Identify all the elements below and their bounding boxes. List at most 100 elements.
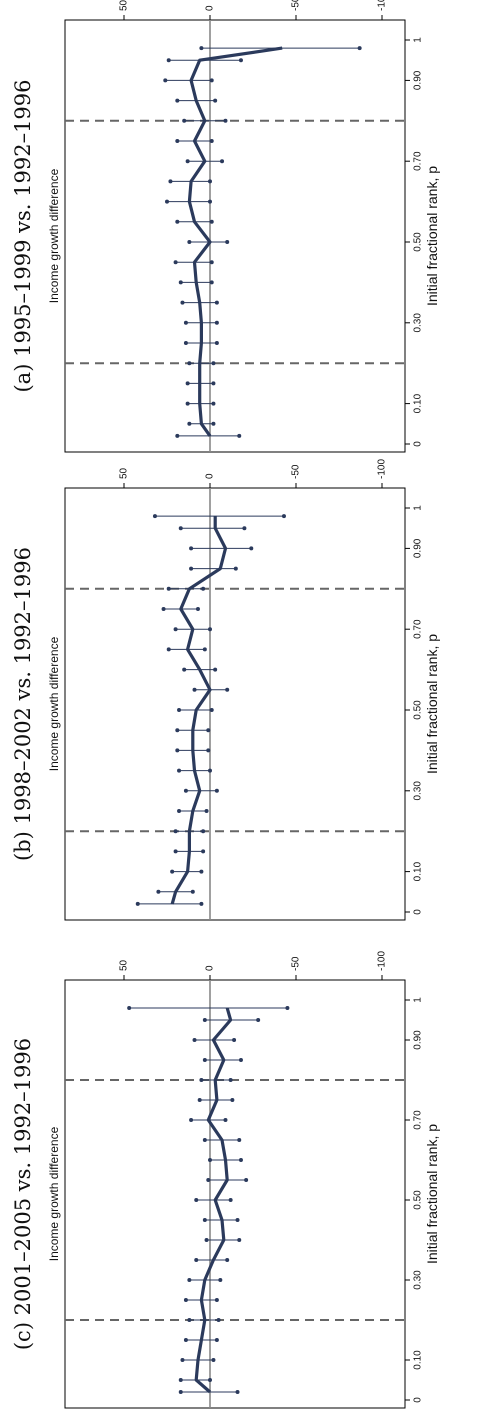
y-tick-label: -100 [377, 951, 388, 971]
ci-lower-point [199, 869, 204, 874]
panel-label: (b) [11, 824, 35, 861]
ci-upper-point [175, 433, 180, 438]
ci-upper-point [166, 586, 171, 591]
ci-lower-point [235, 1218, 240, 1222]
ci-upper-point [166, 58, 171, 63]
panel-label: (a) [11, 357, 35, 393]
panel-label: (c) [11, 1315, 35, 1350]
x-tick-label: 0.70 [413, 619, 424, 639]
ci-lower-point [195, 607, 200, 611]
ci-upper-point [127, 1006, 132, 1010]
chart-title: (c) 2001–2005 vs. 1992–1996 [11, 1038, 35, 1350]
ci-lower-point [213, 98, 218, 103]
y-tick-label: 50 [119, 0, 130, 11]
ci-lower-point [214, 1298, 219, 1302]
x-tick-label: 0.10 [413, 1350, 424, 1370]
ci-upper-point [206, 1178, 211, 1182]
ci-lower-point [209, 78, 214, 83]
ci-upper-point [173, 829, 178, 834]
ci-upper-point [180, 1358, 185, 1362]
estimate-line [170, 516, 228, 905]
y-tick-label: -100 [377, 459, 388, 479]
ci-lower-point [225, 687, 230, 692]
ci-upper-point [197, 1098, 202, 1102]
ci-lower-point [232, 1038, 237, 1042]
x-tick-label: 0.10 [413, 393, 424, 413]
ci-lower-point [206, 748, 211, 753]
ci-upper-point [175, 139, 180, 143]
ci-lower-point [237, 1138, 242, 1142]
x-tick-label: 0 [413, 441, 424, 447]
plot-frame [64, 979, 406, 1409]
ci-upper-point [173, 627, 178, 632]
y-axis-label: Income growth difference [47, 168, 61, 303]
ci-upper-point [185, 381, 190, 386]
ci-upper-point [204, 1238, 209, 1242]
ci-upper-point [202, 1018, 207, 1022]
ci-upper-point [202, 1138, 207, 1142]
x-tick-label: 0.50 [413, 232, 424, 252]
ci-lower-point [285, 1006, 290, 1010]
ci-lower-point [237, 433, 242, 438]
panel-c: (c) 2001–2005 vs. 1992–1996 50 0 -50 -100 Inc… [11, 951, 440, 1409]
y-tick-label: 0 [205, 5, 216, 11]
ci-upper-point [187, 421, 192, 426]
x-tick-label: 0.30 [413, 1270, 424, 1290]
ci-upper-point [187, 361, 192, 366]
ci-lower-point [228, 1078, 233, 1082]
ci-lower-point [230, 1098, 235, 1102]
ci-lower-point [208, 179, 212, 184]
ci-upper-point [187, 1278, 192, 1282]
ci-upper-point [194, 1198, 199, 1202]
ci-lower-point [214, 320, 219, 325]
ci-lower-point [228, 1198, 233, 1202]
ci-upper-point [202, 1058, 207, 1062]
chart-title: (a) 1995–1999 vs. 1992–1996 [11, 79, 35, 392]
ci-upper-point [165, 199, 169, 204]
estimate-line [194, 1007, 233, 1394]
ci-upper-point [173, 849, 178, 854]
ci-lower-point [249, 546, 254, 551]
title-text: 1995–1999 vs. 1992–1996 [11, 79, 35, 356]
ci-lower-point [225, 240, 230, 244]
y-tick-label: 50 [119, 467, 130, 479]
y-axis-label: Income growth difference [47, 636, 61, 771]
y-tick-label: -50 [291, 0, 302, 11]
ci-upper-point [178, 526, 183, 531]
ci-lower-point [214, 341, 219, 345]
x-tick-label: 0.50 [413, 700, 424, 720]
y-axis-label: Income growth difference [47, 1126, 61, 1261]
ci-upper-point [182, 667, 187, 672]
ci-lower-point [223, 1118, 228, 1122]
ci-upper-point [180, 300, 185, 305]
ci-upper-point [192, 687, 197, 692]
ci-lower-point [256, 1018, 261, 1022]
title-text: 1998–2002 vs. 1992–1996 [11, 547, 35, 824]
estimate-line [187, 46, 283, 437]
ci-upper-point [183, 341, 188, 345]
ci-lower-point [238, 1158, 243, 1162]
ci-lower-point [211, 361, 216, 366]
ci-upper-point [183, 1298, 188, 1302]
ci-lower-point [211, 401, 216, 406]
ci-lower-point [208, 627, 212, 632]
panel-b: (b) 1998–2002 vs. 1992–1996 50 0 -50 -100 Inc… [11, 459, 440, 921]
plot-frame [64, 487, 406, 921]
ci-upper-point [192, 1038, 197, 1042]
ci-upper-point [183, 788, 188, 793]
x-tick-label: 0 [413, 909, 424, 915]
ci-upper-point [199, 46, 204, 51]
ci-lower-point [209, 708, 214, 712]
ci-upper-point [177, 768, 182, 773]
x-tick-label: 0.30 [413, 313, 424, 333]
ci-lower-point [201, 849, 206, 854]
ci-lower-point [209, 280, 214, 285]
ci-upper-point [189, 566, 194, 571]
ci-lower-point [209, 139, 214, 143]
ci-lower-point [223, 118, 228, 123]
ci-lower-point [237, 1238, 242, 1242]
x-tick-label: 0.90 [413, 538, 424, 558]
plot-frame [64, 19, 406, 453]
ci-upper-point [170, 869, 175, 874]
x-tick-label: 0.90 [413, 70, 424, 90]
